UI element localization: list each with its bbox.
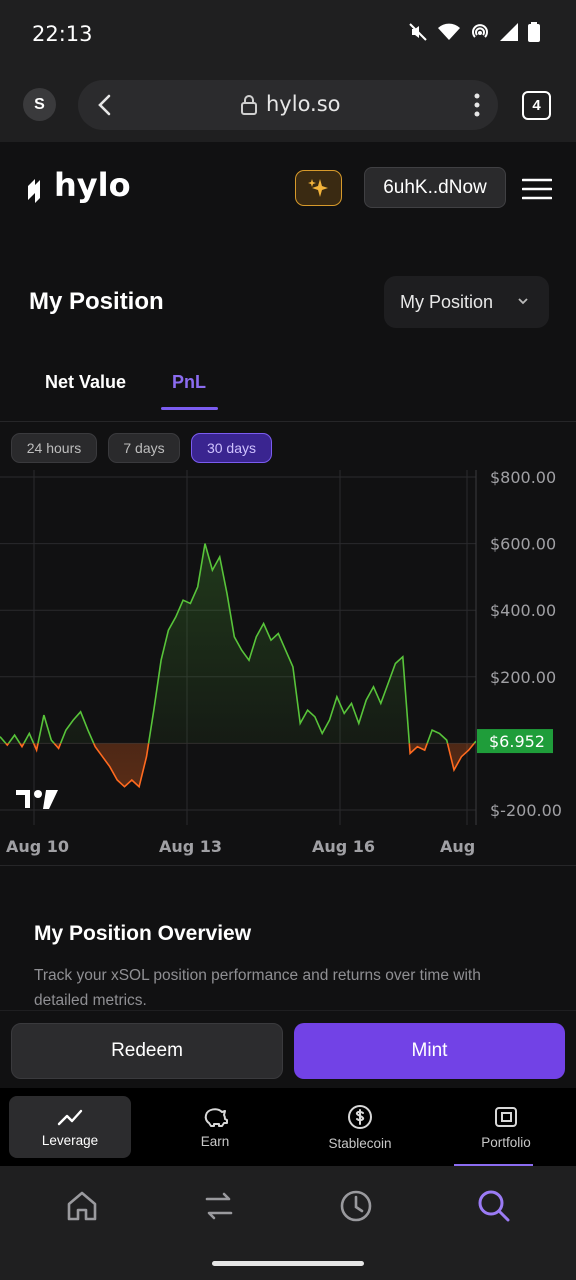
wifi-icon (438, 23, 460, 40)
page-title: My Position (29, 288, 164, 315)
y-tick-label: $800.00 (490, 470, 556, 487)
overview-title: My Position Overview (34, 922, 252, 945)
nav-portfolio-label: Portfolio (481, 1134, 531, 1150)
tradingview-logo[interactable] (16, 790, 58, 809)
lock-icon (241, 95, 257, 115)
hotspot-icon (472, 24, 488, 38)
rewards-button[interactable] (295, 170, 342, 206)
tab-pnl[interactable]: PnL (172, 372, 206, 392)
app-header: hylo 6uhK..dNow (0, 142, 576, 232)
x-tick-label: Aug 10 (6, 837, 69, 856)
last-value-badge (477, 729, 553, 754)
pnl-line-positive (0, 543, 476, 744)
browser-bottom-nav (0, 1166, 576, 1280)
period-30-days[interactable]: 30 days (191, 433, 272, 463)
logo-text: hylo (54, 166, 131, 204)
nav-earn[interactable]: Earn (154, 1096, 276, 1158)
swap-icon[interactable] (201, 1188, 237, 1224)
hylo-logo[interactable]: hylo (24, 166, 148, 211)
pnl-area-negative (0, 743, 476, 787)
browser-toolbar: S hylo.so 4 (0, 70, 576, 142)
nav-active-indicator (454, 1164, 533, 1167)
gesture-home-bar[interactable] (212, 1261, 364, 1266)
wallet-button[interactable]: 6uhK..dNow (364, 167, 506, 208)
last-value-label: $6.952 (489, 732, 545, 751)
position-selector[interactable]: My Position (384, 276, 549, 328)
pnl-chart-svg: $800.00 $600.00 $400.00 $200.00 $-200.00 $6.9… (0, 468, 562, 856)
search-icon[interactable] (476, 1188, 512, 1224)
y-tick-label: $-200.00 (490, 801, 562, 820)
status-icons (408, 22, 540, 42)
chart-view-tabs: Net Value PnL (0, 360, 576, 422)
back-arrow-icon[interactable] (92, 91, 118, 119)
pnl-chart[interactable]: $800.00 $600.00 $400.00 $200.00 $-200.00 $6.9… (0, 468, 576, 866)
app-bottom-nav: Leverage Earn Stablecoin Portfolio (0, 1088, 576, 1167)
pnl-area-positive (0, 543, 476, 744)
redeem-button[interactable]: Redeem (11, 1023, 283, 1079)
nav-leverage-label: Leverage (41, 1132, 99, 1148)
x-tick-label: Aug (440, 837, 475, 856)
position-selector-label: My Position (400, 291, 494, 312)
profile-avatar[interactable]: S (23, 88, 56, 121)
more-options-icon[interactable] (474, 93, 480, 117)
y-tick-label: $400.00 (490, 601, 556, 620)
x-tick-label: Aug 16 (312, 837, 375, 856)
nav-stablecoin[interactable]: Stablecoin (299, 1096, 421, 1158)
piggy-bank-icon (204, 1107, 228, 1127)
period-24-hours[interactable]: 24 hours (11, 433, 97, 463)
action-bar: Redeem Mint (0, 1010, 576, 1088)
nav-leverage[interactable]: Leverage (9, 1096, 131, 1158)
battery-icon (528, 22, 540, 42)
signal-icon (500, 23, 518, 41)
chevron-down-icon (518, 298, 528, 305)
tab-switcher-button[interactable]: 4 (522, 91, 551, 120)
status-time: 22:13 (32, 22, 93, 46)
sparkle-icon (307, 179, 328, 197)
nav-earn-label: Earn (200, 1133, 230, 1149)
history-icon[interactable] (338, 1188, 374, 1224)
trend-up-icon (57, 1109, 83, 1125)
nav-portfolio[interactable]: Portfolio (445, 1096, 567, 1158)
url-text: hylo.so (266, 92, 341, 116)
address-bar[interactable]: hylo.so (78, 80, 498, 130)
status-bar: 22:13 (0, 0, 576, 70)
mute-icon (409, 23, 427, 41)
period-7-days[interactable]: 7 days (108, 433, 180, 463)
tab-net-value[interactable]: Net Value (45, 372, 127, 392)
home-icon[interactable] (64, 1188, 100, 1224)
y-tick-label: $200.00 (490, 668, 556, 687)
wallet-icon (495, 1106, 517, 1127)
hamburger-menu-icon[interactable] (522, 178, 552, 200)
overview-description: Track your xSOL position performance and… (34, 967, 481, 1009)
dollar-coin-icon (348, 1104, 372, 1129)
nav-stablecoin-label: Stablecoin (328, 1135, 392, 1151)
mint-button[interactable]: Mint (294, 1023, 565, 1079)
x-tick-label: Aug 13 (159, 837, 222, 856)
active-tab-indicator (161, 407, 218, 410)
y-tick-label: $600.00 (490, 535, 556, 554)
